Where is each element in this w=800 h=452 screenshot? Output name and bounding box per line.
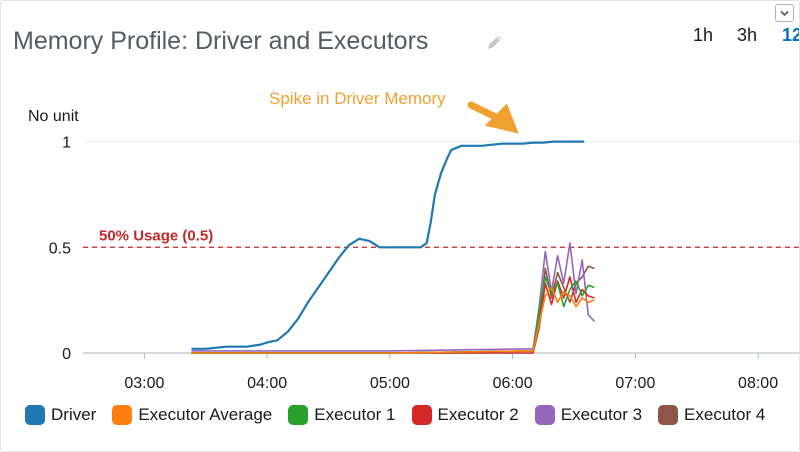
series-line-executor-3 xyxy=(191,242,595,352)
series-line-executor-1 xyxy=(191,276,595,354)
x-tick-label: 03:00 xyxy=(124,375,164,392)
chart-title: Memory Profile: Driver and Executors xyxy=(13,27,429,55)
y-tick-label: 0 xyxy=(62,346,71,363)
legend-label: Executor 4 xyxy=(684,405,766,424)
y-tick-label: 0.5 xyxy=(49,240,71,257)
chart-legend: Driver Executor Average Executor 1 Executor… xyxy=(25,403,781,427)
legend-item[interactable]: Driver xyxy=(25,405,96,425)
reference-line-label: 50% Usage (0.5) xyxy=(99,227,213,244)
x-tick-label: 05:00 xyxy=(370,375,410,392)
y-tick-label: 1 xyxy=(62,135,71,152)
legend-swatch xyxy=(288,405,309,425)
legend-swatch xyxy=(112,405,133,425)
legend-item[interactable]: Executor 4 xyxy=(658,405,765,425)
x-tick-label: 04:00 xyxy=(247,375,287,392)
legend-label: Driver xyxy=(51,405,97,424)
legend-label: Executor Average xyxy=(138,405,273,424)
series-line-driver xyxy=(191,140,585,350)
legend-item[interactable]: Executor 2 xyxy=(411,405,519,425)
x-tick-label: 06:00 xyxy=(493,375,533,392)
legend-item[interactable]: Executor 1 xyxy=(288,405,396,425)
time-range-1h[interactable]: 1h xyxy=(693,25,714,45)
x-tick-label: 08:00 xyxy=(738,375,778,392)
annotation-arrow-head xyxy=(484,103,519,134)
time-range-3h[interactable]: 3h xyxy=(737,25,758,45)
legend-swatch xyxy=(534,405,555,425)
annotation-label: Spike in Driver Memory xyxy=(269,89,446,108)
legend-item[interactable]: Executor Average xyxy=(112,405,272,425)
line-chart: 0 0.5 1 03:00 04:00 05:00 06:00 07:00 08:00 50% U… xyxy=(49,89,799,392)
legend-item[interactable]: Executor 3 xyxy=(534,405,643,425)
legend-label: Executor 2 xyxy=(437,405,519,424)
x-tick-label: 07:00 xyxy=(615,375,655,392)
widget-menu-button[interactable] xyxy=(775,4,794,22)
legend-swatch xyxy=(658,405,679,425)
series-line-executor-average xyxy=(191,286,595,354)
chevron-down-icon xyxy=(780,10,789,17)
legend-label: Executor 3 xyxy=(560,405,643,424)
legend-label: Executor 1 xyxy=(314,405,396,424)
y-axis-unit-label: No unit xyxy=(28,108,79,125)
time-range-12h[interactable]: 12 xyxy=(782,25,799,45)
series-line-executor-2 xyxy=(191,276,595,354)
pencil-icon[interactable] xyxy=(485,32,505,52)
legend-swatch xyxy=(25,405,45,425)
legend-swatch xyxy=(411,405,432,425)
